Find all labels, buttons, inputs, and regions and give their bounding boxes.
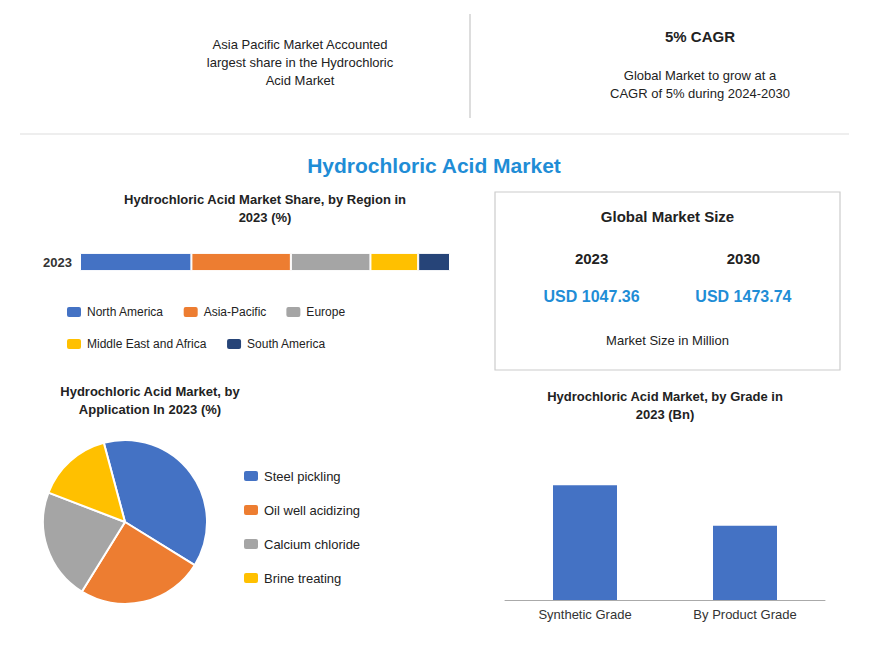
svg-text:Hydrochloric Acid Market: Hydrochloric Acid Market <box>307 154 561 177</box>
svg-text:Middle East and Africa: Middle East and Africa <box>87 337 207 351</box>
svg-text:Synthetic Grade: Synthetic Grade <box>538 607 631 622</box>
svg-text:Steel pickling: Steel pickling <box>264 469 341 484</box>
svg-text:By Product Grade: By Product Grade <box>693 607 796 622</box>
svg-text:2023: 2023 <box>575 250 608 267</box>
svg-text:Global Market Size: Global Market Size <box>601 208 734 225</box>
svg-text:North America: North America <box>87 305 163 319</box>
svg-text:Application In 2023 (%): Application In 2023 (%) <box>79 402 221 417</box>
svg-text:USD 1473.74: USD 1473.74 <box>695 288 791 305</box>
svg-text:2023 (%): 2023 (%) <box>239 210 292 225</box>
svg-text:largest share in the Hydrochlo: largest share in the Hydrochloric <box>207 55 394 70</box>
svg-text:Asia Pacific Market Accounted: Asia Pacific Market Accounted <box>213 37 388 52</box>
svg-text:Brine treating: Brine treating <box>264 571 341 586</box>
svg-text:USD 1047.36: USD 1047.36 <box>544 288 640 305</box>
svg-text:2030: 2030 <box>727 250 760 267</box>
svg-text:Oil well acidizing: Oil well acidizing <box>264 503 360 518</box>
svg-text:Hydrochloric Acid Market Share: Hydrochloric Acid Market Share, by Regio… <box>124 192 406 207</box>
svg-text:CAGR of 5% during 2024-2030: CAGR of 5% during 2024-2030 <box>610 86 790 101</box>
svg-text:2023 (Bn): 2023 (Bn) <box>636 407 695 422</box>
svg-text:Acid Market: Acid Market <box>266 73 335 88</box>
svg-text:5% CAGR: 5% CAGR <box>665 28 735 45</box>
svg-text:Calcium chloride: Calcium chloride <box>264 537 360 552</box>
svg-text:Asia-Pacific: Asia-Pacific <box>204 305 267 319</box>
svg-text:2023: 2023 <box>43 255 72 270</box>
svg-text:South America: South America <box>247 337 325 351</box>
svg-text:Hydrochloric Acid Market, by: Hydrochloric Acid Market, by <box>60 384 240 399</box>
svg-text:Global Market to grow at a: Global Market to grow at a <box>624 68 777 83</box>
svg-text:Market Size in Million: Market Size in Million <box>606 333 729 348</box>
svg-text:Europe: Europe <box>306 305 345 319</box>
svg-text:Hydrochloric Acid Market, by G: Hydrochloric Acid Market, by Grade in <box>547 389 783 404</box>
